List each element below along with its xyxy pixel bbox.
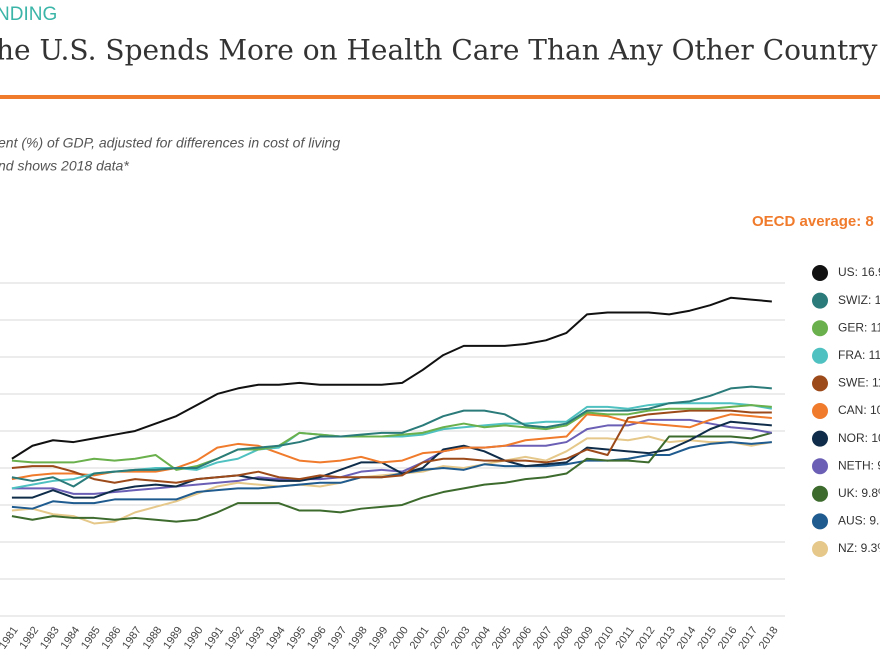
legend-swatch: [812, 375, 828, 392]
x-tick-label: 1992: [223, 625, 247, 652]
x-tick-label: 1981: [0, 625, 21, 652]
annotation: OECD average: 8: [752, 213, 874, 230]
header-rule: [0, 95, 880, 99]
legend-label: FRA: 11: [838, 348, 880, 362]
legend-label: NETH: 9: [838, 458, 880, 472]
x-tick-label: 2006: [510, 625, 534, 652]
x-tick-label: 1998: [346, 625, 370, 652]
x-tick-label: 1999: [367, 625, 391, 652]
x-tick-label: 1993: [243, 625, 267, 652]
series-line: [11, 413, 772, 481]
x-tick-label: 2014: [675, 625, 699, 652]
x-tick-label: 2010: [593, 625, 617, 652]
x-tick-label: 1988: [141, 625, 165, 652]
legend-swatch: [812, 320, 828, 337]
legend-label: CAN: 10: [838, 403, 880, 417]
x-tick-label: 2018: [757, 625, 781, 652]
series-line: [11, 385, 772, 488]
legend-label: NOR: 10: [838, 431, 880, 445]
x-tick-label: 2003: [449, 625, 473, 652]
legend-label: UK: 9.8%: [838, 486, 880, 500]
x-tick-label: 2017: [736, 625, 760, 652]
series-line: [11, 420, 772, 499]
chart-title: he U.S. Spends More on Health Care Than …: [0, 34, 878, 67]
x-tick-label: 1996: [305, 625, 329, 652]
legend-label: AUS: 9.3: [838, 514, 880, 528]
x-tick-label: 2013: [654, 625, 678, 652]
legend-swatch: [812, 513, 828, 530]
legend-swatch: [812, 485, 828, 502]
x-tick-label: 2008: [551, 625, 575, 652]
x-tick-label: 1989: [161, 625, 185, 652]
series-line: [11, 404, 772, 471]
x-tick-label: 1983: [38, 625, 62, 652]
legend-swatch: [812, 265, 828, 281]
subtitle: ent (%) of GDP, adjusted for differences…: [0, 135, 340, 151]
series-line: [11, 431, 773, 523]
legend-swatch: [812, 347, 828, 364]
legend-swatch: [812, 458, 828, 475]
legend-swatch: [812, 292, 828, 309]
x-tick-label: 1986: [100, 625, 124, 652]
kicker: NDING: [0, 4, 57, 25]
x-tick-label: 1997: [326, 625, 350, 652]
legend-label: US: 16.9: [838, 265, 880, 279]
legend-label: SWIZ: 1: [838, 293, 880, 307]
x-tick-label: 1984: [58, 625, 82, 652]
x-tick-label: 2002: [428, 625, 452, 652]
x-tick-label: 2004: [469, 625, 493, 652]
legend-swatch: [812, 403, 828, 419]
series-line: [11, 296, 772, 460]
series-line: [11, 409, 772, 484]
x-tick-label: 2001: [408, 625, 432, 652]
x-tick-label: 1987: [120, 625, 144, 652]
subtitle: nd shows 2018 data*: [0, 158, 129, 174]
x-tick-label: 2011: [614, 625, 637, 651]
x-tick-label: 2009: [572, 625, 596, 652]
x-tick-label: 2000: [387, 625, 411, 652]
x-tick-label: 1985: [79, 625, 103, 652]
series-line: [11, 418, 773, 495]
x-tick-label: 2005: [490, 625, 514, 652]
legend-label: NZ: 9.3%: [838, 541, 880, 555]
x-tick-label: 1994: [264, 625, 288, 652]
legend-label: SWE: 11: [838, 376, 880, 390]
x-tick-label: 2012: [634, 625, 658, 652]
legend-swatch: [812, 541, 828, 557]
legend-swatch: [812, 430, 828, 447]
x-tick-label: 1990: [182, 625, 206, 652]
x-tick-label: 2015: [695, 625, 719, 652]
x-tick-label: 1995: [284, 625, 308, 652]
x-tick-label: 1982: [17, 625, 41, 652]
x-tick-label: 2007: [531, 625, 555, 652]
x-tick-label: 1991: [202, 625, 226, 652]
x-tick-label: 2016: [716, 625, 740, 652]
legend-label: GER: 11: [838, 320, 880, 334]
